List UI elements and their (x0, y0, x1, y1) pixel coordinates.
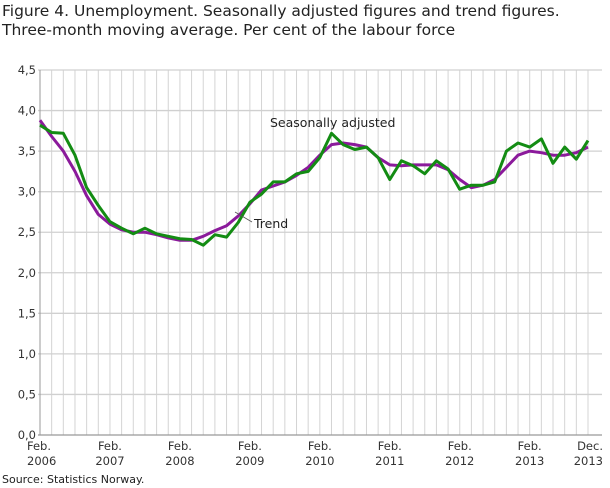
x-tick-month: Feb. (168, 439, 192, 453)
series-line-trend (38, 119, 589, 242)
annotation-seasonally-adjusted: Seasonally adjusted (270, 115, 395, 130)
x-tick-month: Feb. (308, 439, 332, 453)
x-tick-month: Dec. (577, 439, 603, 453)
annotation-leader-line (234, 211, 253, 223)
y-tick-label: 3,0 (18, 185, 36, 199)
x-tick-month: Feb. (238, 439, 262, 453)
x-tick-month: Feb. (27, 439, 51, 453)
x-tick-year: 2012 (445, 454, 474, 468)
x-tick-month: Feb. (448, 439, 472, 453)
x-tick-month: Feb. (378, 439, 402, 453)
series-line-seasonally-adjusted (39, 123, 590, 247)
x-tick-year: 2013 (515, 454, 544, 468)
y-tick-label: 4,5 (18, 63, 36, 77)
chart-title: Figure 4. Unemployment. Seasonally adjus… (2, 2, 560, 39)
x-tick-year: 2013 (574, 454, 603, 468)
x-tick-year: 2008 (165, 454, 194, 468)
chart-source: Source: Statistics Norway. (2, 473, 145, 486)
x-tick-month: Feb. (518, 439, 542, 453)
x-tick-year: 2007 (95, 454, 124, 468)
x-tick-year: 2011 (375, 454, 404, 468)
annotation-trend: Trend (253, 216, 288, 231)
y-tick-label: 3,5 (18, 144, 36, 158)
x-tick-month: Feb. (98, 439, 122, 453)
x-tick-year: 2006 (27, 454, 56, 468)
x-tick-year: 2009 (235, 454, 264, 468)
y-tick-label: 2,0 (18, 266, 36, 280)
y-tick-label: 1,0 (18, 347, 36, 361)
y-tick-label: 0,0 (18, 428, 36, 442)
y-tick-label: 4,0 (18, 104, 36, 118)
y-tick-label: 1,5 (18, 306, 36, 320)
y-tick-label: 0,5 (18, 387, 36, 401)
x-tick-year: 2010 (305, 454, 334, 468)
y-tick-label: 2,5 (18, 225, 36, 239)
